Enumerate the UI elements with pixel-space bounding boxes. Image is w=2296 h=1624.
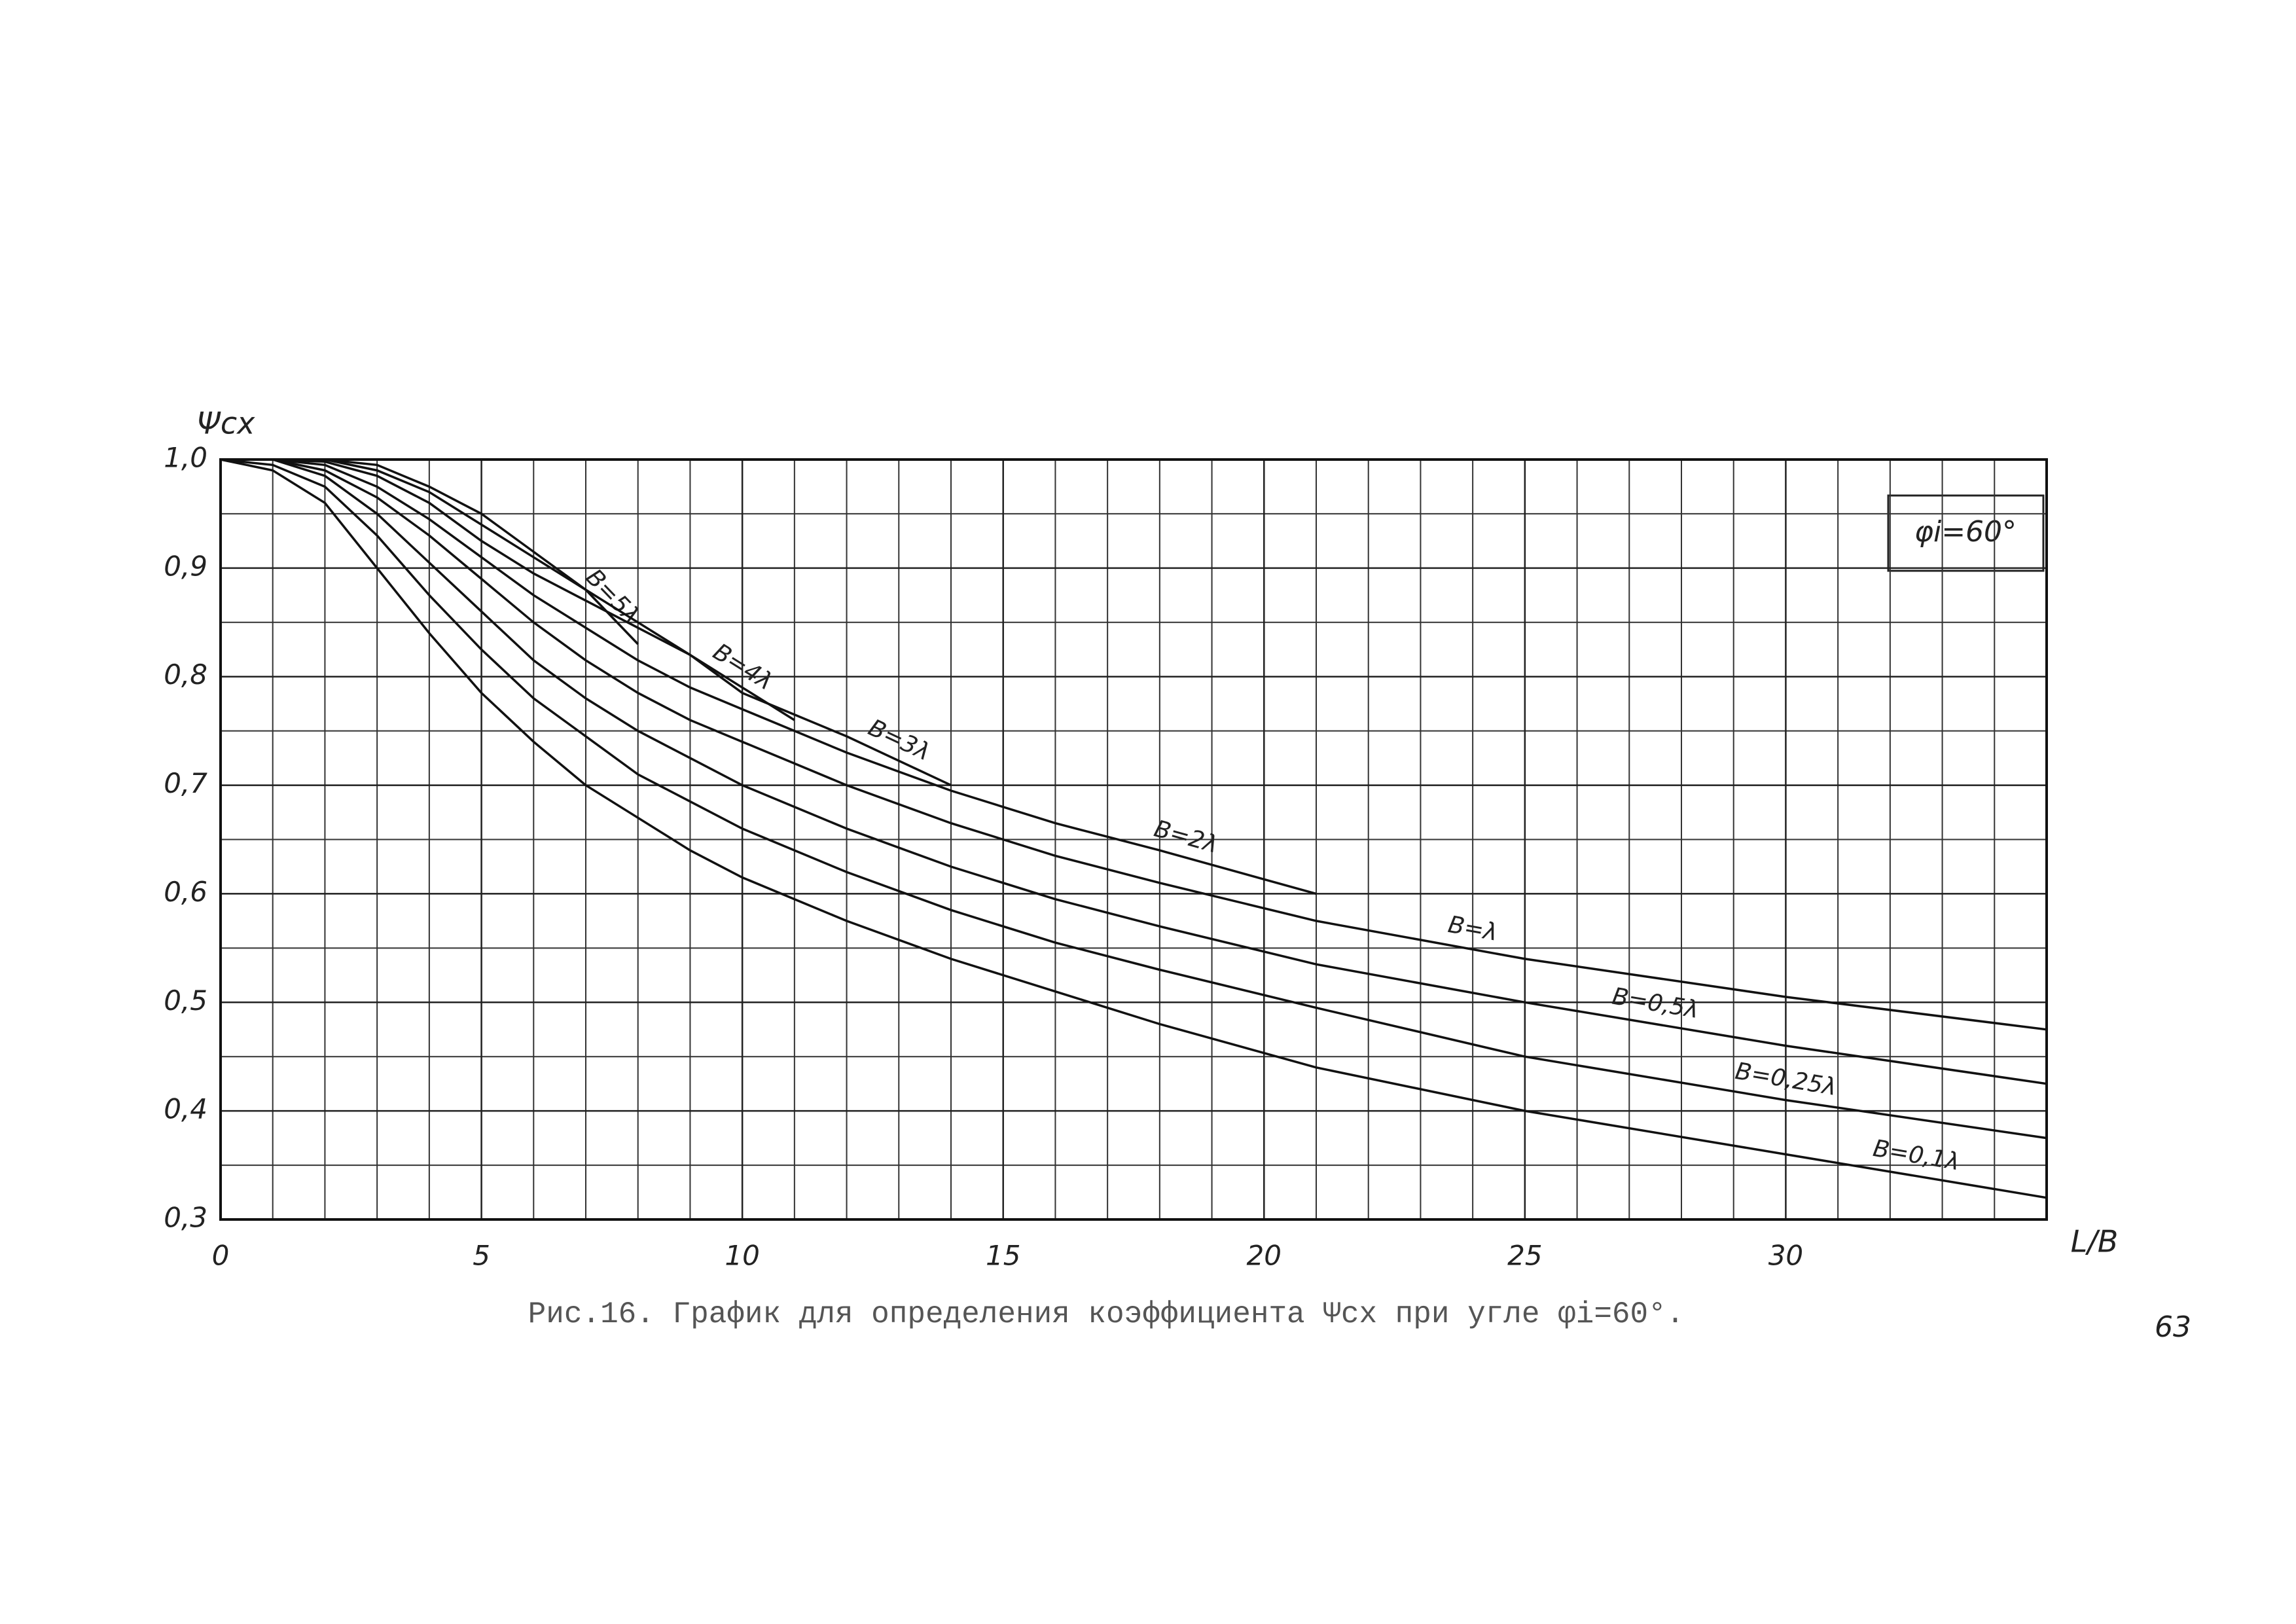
y-tick-label: 0,9	[164, 550, 207, 582]
x-axis-label: L/B	[2071, 1224, 2119, 1259]
y-axis-label: Ψcx	[197, 406, 255, 441]
curve	[220, 458, 2047, 1199]
curve	[220, 458, 2047, 1140]
y-tick-label: 0,7	[164, 767, 207, 799]
curve	[221, 458, 952, 787]
y-tick-label: 0,3	[164, 1202, 207, 1234]
y-tick-label: 0,4	[164, 1093, 207, 1125]
annotation: φi=60°	[1914, 515, 2017, 549]
x-tick-label: 5	[473, 1240, 490, 1272]
page-number: 63	[2155, 1310, 2191, 1344]
series-label: B=λ	[1446, 911, 1499, 947]
curve	[221, 458, 2047, 1031]
curve	[221, 458, 2047, 1085]
x-tick-label: 30	[1768, 1240, 1803, 1272]
series-label: B=2λ	[1151, 816, 1221, 859]
y-tick-label: 0,8	[164, 659, 207, 691]
x-tick-label: 15	[986, 1240, 1020, 1272]
x-tick-label: 20	[1247, 1240, 1282, 1272]
x-tick-label: 10	[725, 1240, 759, 1272]
plot-frame	[219, 458, 2048, 1221]
x-tick-label: 0	[212, 1240, 230, 1272]
x-tick-label: 25	[1507, 1240, 1542, 1272]
y-tick-label: 1,0	[164, 442, 207, 474]
annotation-box	[1887, 494, 2045, 572]
y-tick-label: 0,5	[164, 984, 207, 1017]
y-tick-label: 0,6	[164, 876, 207, 908]
caption: Рис.16. График для определения коэффицие…	[528, 1297, 1685, 1331]
curve	[221, 458, 795, 721]
curve	[221, 458, 1317, 895]
